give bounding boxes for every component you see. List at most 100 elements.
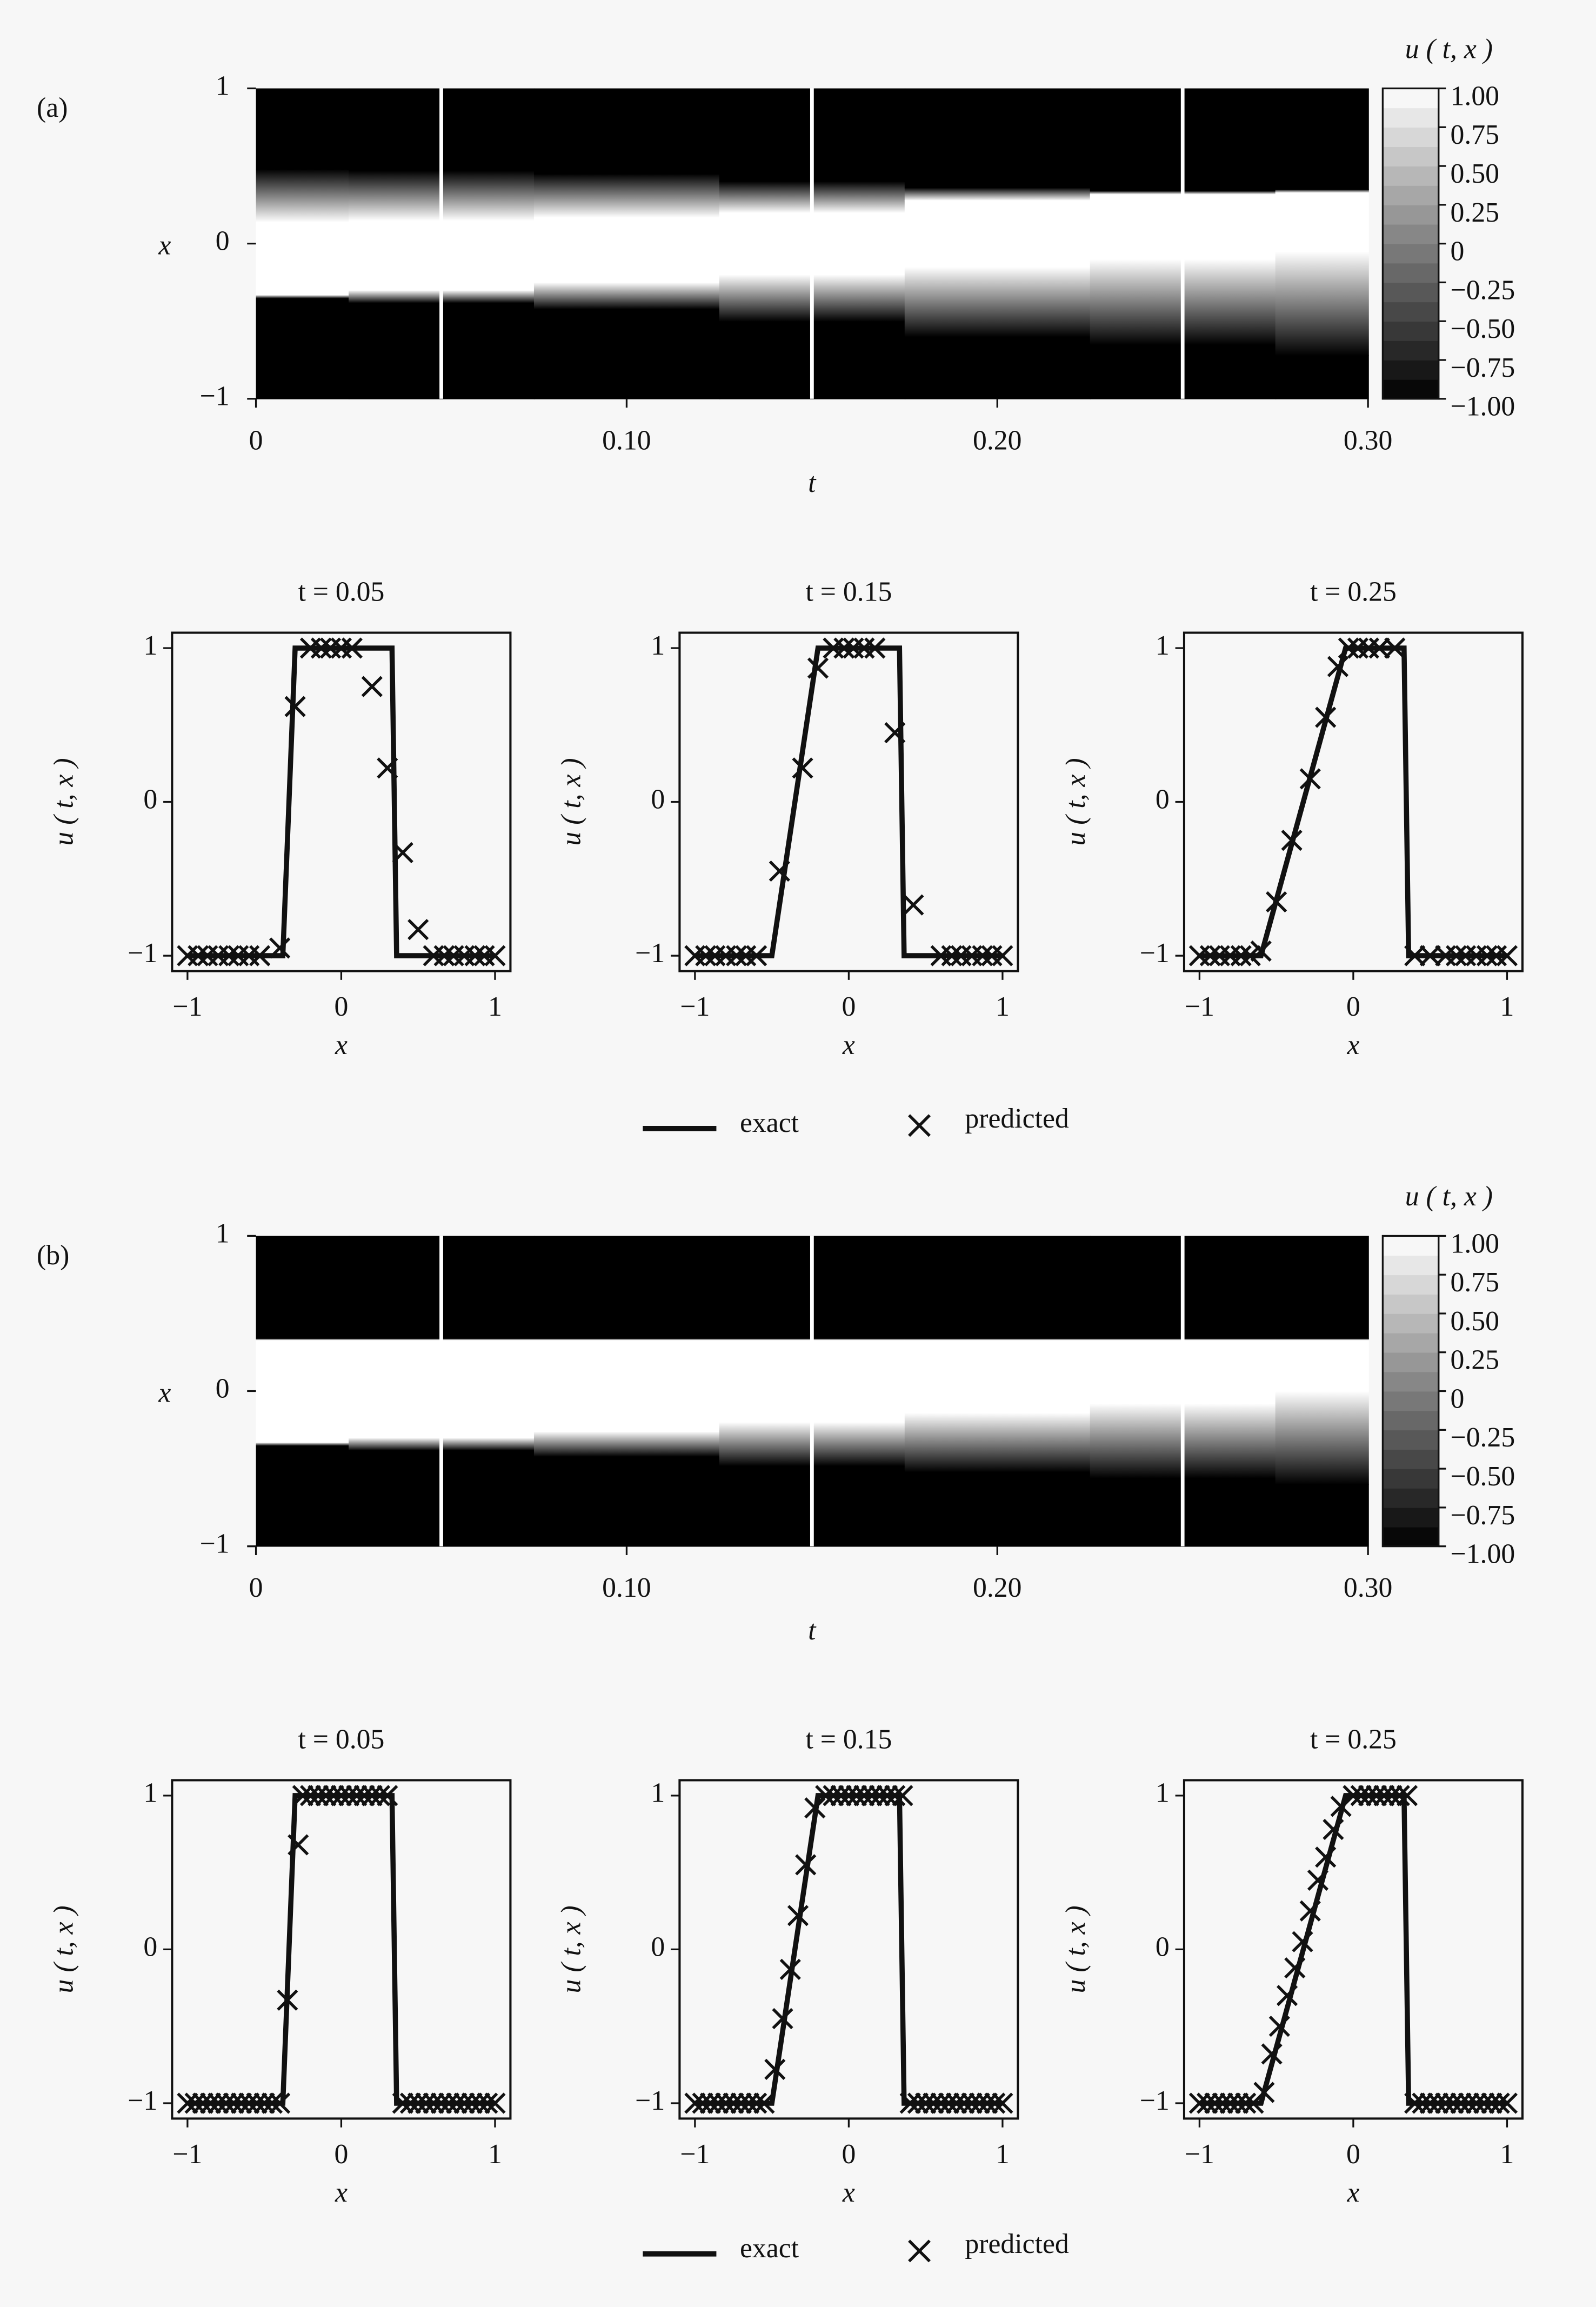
legend-marker bbox=[908, 2239, 931, 2263]
predicted-marker bbox=[199, 2092, 222, 2114]
heatmap-cell bbox=[904, 1471, 1091, 1547]
predicted-marker bbox=[377, 1785, 398, 1806]
heatmap-cell bbox=[533, 1338, 720, 1341]
x-axis-label: x bbox=[1346, 1030, 1359, 1061]
predicted-marker bbox=[899, 2092, 921, 2114]
heatmap-cell bbox=[533, 1236, 720, 1339]
heatmap-cell bbox=[256, 1338, 350, 1341]
x-tick-label: 0.30 bbox=[1344, 1572, 1392, 1603]
predicted-marker bbox=[1358, 1785, 1379, 1806]
predicted-marker bbox=[792, 757, 813, 779]
colorbar-band bbox=[1383, 108, 1439, 128]
y-tick-label: 0 bbox=[143, 784, 157, 815]
predicted-marker bbox=[315, 1785, 337, 1806]
predicted-marker bbox=[415, 2092, 437, 2114]
colorbar-tick-label: 1.00 bbox=[1451, 81, 1499, 111]
predicted-marker bbox=[861, 1785, 883, 1806]
predicted-marker bbox=[938, 2092, 959, 2114]
predicted-marker bbox=[1350, 1785, 1372, 1806]
predicted-marker bbox=[1388, 1785, 1410, 1806]
heatmap-cell bbox=[256, 295, 350, 298]
colorbar-band bbox=[1383, 1255, 1439, 1276]
heatmap-cell bbox=[256, 298, 350, 399]
colorbar-tick-label: 1.00 bbox=[1451, 1228, 1499, 1259]
subplot-title: t = 0.05 bbox=[298, 1724, 384, 1755]
y-tick-label: 0 bbox=[651, 784, 665, 815]
predicted-marker bbox=[399, 2092, 422, 2114]
heatmap-cell bbox=[256, 169, 350, 223]
colorbar-band bbox=[1383, 243, 1439, 264]
heatmap-cell bbox=[904, 1236, 1091, 1339]
predicted-marker bbox=[446, 2092, 468, 2114]
predicted-marker bbox=[288, 1834, 309, 1856]
y-tick-label: 0 bbox=[1156, 784, 1170, 815]
colorbar-band bbox=[1383, 1352, 1439, 1372]
predicted-marker bbox=[484, 2092, 506, 2114]
colorbar-tick-label: −0.75 bbox=[1451, 1500, 1515, 1531]
y-tick-label: −1 bbox=[200, 381, 230, 412]
predicted-marker bbox=[1338, 637, 1360, 659]
y-tick-label: −1 bbox=[128, 2085, 157, 2116]
predicted-marker bbox=[269, 2092, 291, 2114]
x-tick-label: −1 bbox=[1185, 991, 1214, 1022]
heatmap-cell bbox=[1275, 189, 1369, 193]
predicted-marker bbox=[1299, 768, 1321, 790]
heatmap-cell bbox=[533, 1456, 720, 1547]
predicted-marker bbox=[1343, 1785, 1364, 1806]
y-tick-label: 1 bbox=[1156, 1778, 1170, 1809]
predicted-marker bbox=[461, 2092, 483, 2114]
y-tick-label: −1 bbox=[1140, 2085, 1170, 2116]
predicted-marker bbox=[769, 860, 790, 882]
colorbar-band bbox=[1383, 1332, 1439, 1353]
y-tick-label: 0 bbox=[651, 1931, 665, 1962]
colorbar-band bbox=[1383, 282, 1439, 303]
predicted-marker bbox=[1261, 2043, 1283, 2065]
predicted-marker bbox=[1465, 2092, 1487, 2114]
predicted-marker bbox=[930, 2092, 952, 2114]
predicted-marker bbox=[1384, 637, 1406, 659]
predicted-marker bbox=[772, 2008, 793, 2030]
heatmap-cell bbox=[904, 266, 1091, 337]
y-axis-label: u ( t, x ) bbox=[48, 758, 79, 845]
colorbar-tick-label: −1.00 bbox=[1451, 391, 1515, 422]
predicted-marker bbox=[299, 1785, 322, 1806]
colorbar-tick-label: 0.25 bbox=[1451, 1345, 1499, 1376]
predicted-marker bbox=[753, 2092, 775, 2114]
heatmap-cell bbox=[904, 1412, 1091, 1472]
y-axis-label: u ( t, x ) bbox=[556, 1905, 586, 1993]
predicted-marker bbox=[323, 1785, 344, 1806]
predicted-marker bbox=[184, 2092, 206, 2114]
colorbar-tick-label: 0.50 bbox=[1451, 158, 1499, 189]
y-tick-label: −1 bbox=[200, 1529, 230, 1559]
predicted-marker bbox=[1488, 2092, 1510, 2114]
exact-line bbox=[695, 645, 1003, 958]
predicted-marker bbox=[1315, 1846, 1337, 1868]
heatmap-cell bbox=[904, 200, 1091, 268]
predicted-marker bbox=[699, 2092, 721, 2114]
x-tick-label: 1 bbox=[488, 2139, 502, 2170]
colorbar-tick-label: 0.75 bbox=[1451, 1267, 1499, 1298]
colorbar-tick-label: −0.75 bbox=[1451, 352, 1515, 383]
predicted-marker bbox=[1212, 2092, 1233, 2114]
y-tick-label: 1 bbox=[143, 630, 157, 661]
predicted-marker bbox=[177, 2092, 198, 2114]
colorbar-band bbox=[1383, 127, 1439, 148]
predicted-marker bbox=[1323, 1818, 1344, 1841]
heatmap-cell bbox=[1275, 1338, 1369, 1341]
panel-label: (a) bbox=[37, 92, 68, 123]
predicted-marker bbox=[903, 894, 924, 916]
predicted-marker bbox=[823, 1785, 844, 1806]
colorbar-band bbox=[1383, 321, 1439, 341]
x-tick-label: 0 bbox=[1346, 991, 1360, 1022]
predicted-marker bbox=[1450, 2092, 1472, 2114]
predicted-marker bbox=[945, 2092, 967, 2114]
predicted-marker bbox=[941, 945, 963, 966]
predicted-marker bbox=[408, 919, 429, 941]
colorbar-band bbox=[1383, 204, 1439, 225]
y-axis-label: u ( t, x ) bbox=[48, 1905, 79, 1993]
predicted-marker bbox=[469, 2092, 491, 2114]
colorbar-tick-label: −0.50 bbox=[1451, 1461, 1515, 1492]
predicted-marker bbox=[341, 637, 363, 659]
x-tick-label: 0 bbox=[842, 2139, 856, 2170]
